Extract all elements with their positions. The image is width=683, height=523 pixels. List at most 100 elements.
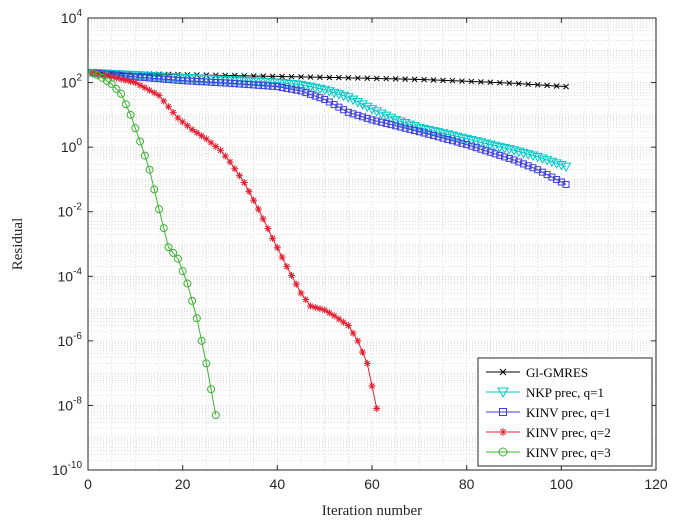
data-point-marker (198, 78, 206, 86)
data-point-marker (226, 158, 234, 166)
data-point-marker (524, 162, 532, 170)
data-point-marker (103, 72, 111, 80)
data-point-marker (377, 118, 385, 126)
data-point-marker (406, 125, 414, 133)
data-point-marker (164, 243, 173, 252)
data-point-marker (93, 71, 102, 80)
data-point-marker (93, 70, 101, 78)
data-point-marker (279, 73, 285, 80)
data-point-marker (453, 138, 461, 146)
data-point-marker (240, 179, 248, 187)
data-point-marker (245, 187, 253, 195)
data-point-marker (506, 80, 513, 86)
y-tick-label: 10-10 (52, 460, 82, 478)
y-tick-label: 10-8 (58, 395, 83, 413)
data-point-marker (411, 127, 419, 135)
data-point-marker (319, 85, 331, 96)
data-point-marker (202, 135, 210, 143)
x-axis-label: Iteration number (322, 503, 422, 519)
data-point-marker (368, 116, 376, 124)
data-point-marker (368, 382, 376, 390)
data-point-marker (546, 157, 558, 168)
x-tick-label: 40 (270, 476, 286, 492)
data-point-marker (212, 142, 220, 150)
data-point-marker (363, 359, 371, 367)
data-point-marker (140, 151, 149, 160)
data-point-marker (231, 165, 239, 173)
data-point-marker (324, 87, 335, 97)
data-point-marker (366, 105, 378, 115)
data-point-marker (207, 385, 216, 394)
data-point-marker (326, 74, 333, 81)
data-point-marker (259, 82, 267, 90)
data-point-marker (316, 94, 324, 102)
data-point-marker (222, 72, 229, 79)
data-point-marker (179, 77, 187, 85)
data-point-marker (402, 76, 408, 82)
data-point-marker (538, 168, 546, 176)
data-point-marker (478, 78, 484, 85)
data-point-marker (278, 253, 286, 261)
data-point-marker (553, 83, 560, 89)
data-point-marker (117, 89, 126, 98)
data-point-marker (544, 82, 550, 89)
y-tick-label: 10-2 (58, 202, 83, 220)
data-point-marker (328, 88, 340, 99)
data-point-marker (541, 156, 553, 166)
data-point-marker (340, 318, 348, 326)
y-tick-label: 100 (61, 137, 83, 155)
data-point-marker (458, 139, 466, 147)
data-point-marker (127, 77, 135, 85)
data-point-marker (364, 75, 371, 82)
data-point-marker (302, 89, 310, 97)
legend-label: KINV prec, q=1 (526, 405, 611, 420)
data-point-marker (269, 234, 277, 242)
data-point-marker (345, 75, 352, 81)
series-kinv-prec-q-3 (88, 68, 220, 420)
data-point-marker (131, 79, 139, 87)
data-point-marker (273, 83, 281, 91)
data-point-marker (515, 158, 523, 166)
data-point-marker (211, 411, 220, 420)
data-point-marker (302, 296, 310, 304)
data-point-marker (264, 82, 272, 90)
data-point-marker (136, 137, 145, 146)
data-point-marker (482, 147, 490, 155)
y-tick-label: 102 (61, 73, 83, 91)
data-point-marker (325, 309, 333, 317)
data-point-marker (145, 165, 154, 174)
data-point-marker (344, 108, 352, 116)
legend-item: Gl-GMRES (486, 365, 588, 380)
data-point-marker (188, 296, 197, 305)
data-point-marker (440, 77, 446, 84)
data-point-marker (155, 91, 163, 99)
data-point-marker (164, 75, 172, 83)
data-point-marker (359, 348, 367, 356)
data-point-marker (421, 76, 427, 83)
x-tick-label: 60 (364, 476, 380, 492)
data-point-marker (254, 205, 262, 213)
data-point-marker (269, 73, 276, 80)
data-point-marker (278, 83, 286, 91)
data-point-marker (505, 154, 513, 162)
x-tick-label: 80 (459, 476, 475, 492)
data-point-marker (160, 97, 168, 105)
data-point-marker (510, 156, 518, 164)
data-point-marker (439, 134, 447, 142)
data-point-marker (173, 254, 182, 263)
data-point-marker (551, 159, 562, 169)
data-point-marker (444, 135, 452, 143)
data-point-marker (112, 74, 120, 82)
data-point-marker (354, 337, 362, 345)
data-point-marker (496, 79, 503, 86)
data-point-marker (467, 142, 475, 150)
data-point-marker (477, 145, 485, 153)
data-point-marker (395, 117, 406, 127)
ticks: 0 20 40 60 80 100 120 10-10 10-8 10-6 10-4 10-2 100 1… (52, 8, 668, 492)
data-point-marker (292, 86, 300, 94)
data-point-marker (534, 81, 541, 88)
data-point-marker (553, 176, 561, 184)
data-point-marker (321, 306, 329, 314)
data-point-marker (317, 74, 323, 81)
data-point-marker (235, 172, 243, 180)
